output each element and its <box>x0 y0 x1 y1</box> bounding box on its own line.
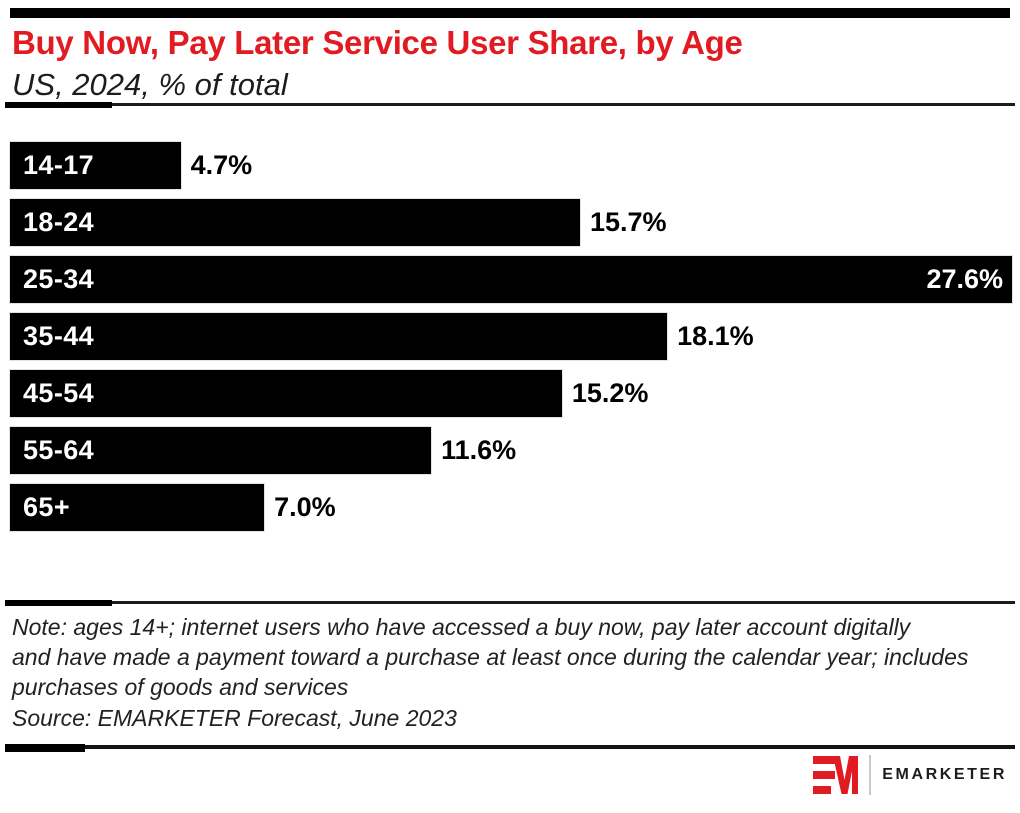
bar-row: 65+ 7.0% <box>8 483 1012 532</box>
bar: 35-44 <box>8 312 669 361</box>
bar-category-label: 55-64 <box>23 435 95 465</box>
bar-value-label: 11.6% <box>441 435 517 465</box>
bar: 45-54 <box>9 369 563 418</box>
bar-category-label: 14-17 <box>23 150 95 180</box>
note-line: purchases of goods and services <box>12 674 349 700</box>
bar-category-label: 18-24 <box>23 207 95 237</box>
note-line: Note: ages 14+; internet users who have … <box>12 614 911 640</box>
note-line: and have made a payment toward a purchas… <box>12 644 969 670</box>
bar: 25-34 27.6% <box>9 255 1013 304</box>
bar: 18-24 <box>9 198 581 247</box>
bar-row: 25-34 27.6% <box>9 255 1013 304</box>
emarketer-logo: EMARKETER <box>813 753 1007 797</box>
bar-row: 35-44 18.1% <box>8 312 1012 361</box>
source-text: Source: EMARKETER Forecast, June 2023 <box>12 705 457 731</box>
bar-value-label: 15.2% <box>571 378 649 408</box>
chart-title: Buy Now, Pay Later Service User Share, b… <box>12 24 743 61</box>
bar-category-label: 45-54 <box>23 378 95 408</box>
bar-value-label: 4.7% <box>190 150 253 180</box>
bar-chart: 14-17 4.7% 18-24 15.7% 25-34 27.6% 35-44 18.1% 4… <box>8 141 1013 541</box>
logo-divider <box>869 755 872 795</box>
bar-category-label: 65+ <box>23 492 70 522</box>
chart-subtitle: US, 2024, % of total <box>12 67 288 102</box>
bar-value-label: 15.7% <box>589 207 667 237</box>
header-divider <box>5 102 1015 108</box>
bar-row: 55-64 11.6% <box>8 426 1012 475</box>
bar-row: 18-24 15.7% <box>9 198 1012 247</box>
bar-value-label: 7.0% <box>274 492 336 522</box>
bar-row: 14-17 4.7% <box>9 141 1012 190</box>
bar-category-label: 35-44 <box>23 321 95 351</box>
bar-value-label: 18.1% <box>677 321 754 351</box>
bar: 14-17 <box>9 141 182 190</box>
bar-value-label: 27.6% <box>926 264 1003 294</box>
bar-row: 45-54 15.2% <box>9 369 1012 418</box>
emarketer-wordmark: EMARKETER <box>882 766 1007 783</box>
top-accent-bar <box>10 8 1010 18</box>
emarketer-monogram-icon <box>813 756 859 794</box>
footer-divider <box>5 744 1015 752</box>
bar-category-label: 25-34 <box>23 264 95 294</box>
bar: 65+ <box>8 483 266 532</box>
bar: 55-64 <box>8 426 433 475</box>
note-divider <box>5 600 1015 606</box>
note-text: Note: ages 14+; internet users who have … <box>12 612 968 702</box>
